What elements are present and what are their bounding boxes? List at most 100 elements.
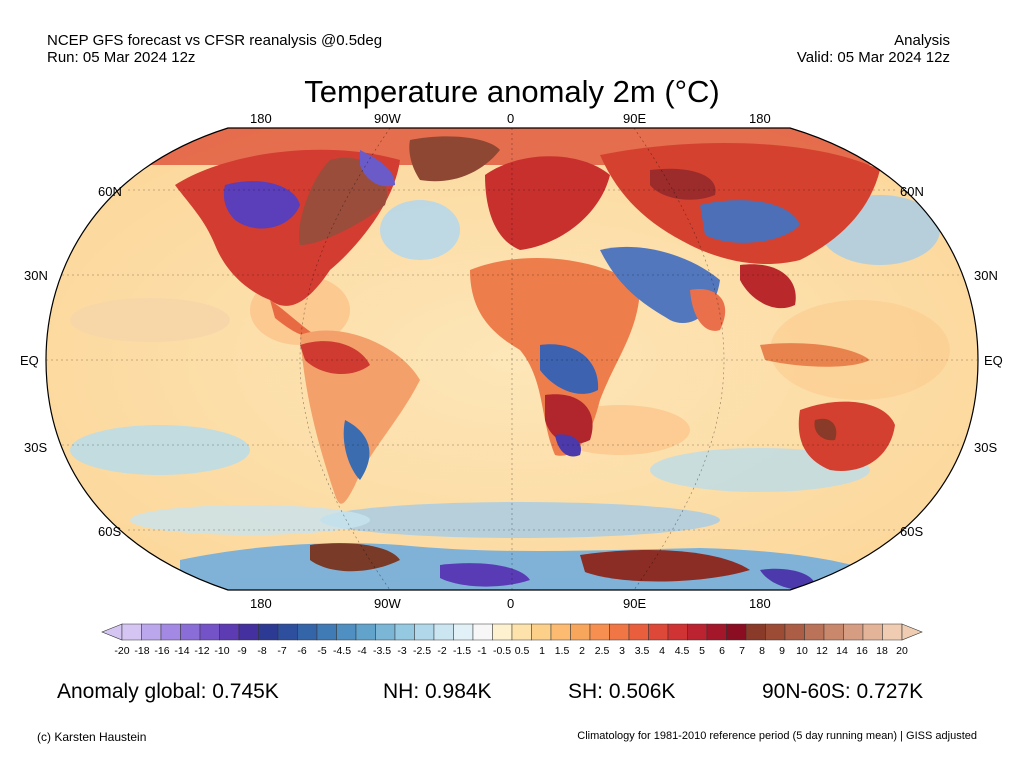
colorbar-swatch — [394, 623, 415, 641]
colorbar-max-arrow — [901, 623, 923, 641]
colorbar-swatch — [550, 623, 571, 641]
lon-label-bottom-180w: 180 — [250, 596, 272, 611]
colorbar-swatch — [453, 623, 474, 641]
lat-label-left-60s: 60S — [98, 524, 122, 539]
colorbar-tick-label: 8 — [759, 645, 765, 657]
canada-cold-anomaly — [223, 181, 300, 229]
lon-label-bottom-0: 0 — [507, 596, 515, 611]
colorbar-tick-label: 14 — [836, 645, 848, 657]
colorbar-tick-label: -4.5 — [333, 645, 351, 657]
colorbar-tick-label: -7 — [277, 645, 286, 657]
colorbar-swatch — [199, 623, 220, 641]
source-line: NCEP GFS forecast vs CFSR reanalysis @0.… — [47, 32, 383, 49]
colorbar-tick-label: 20 — [896, 645, 908, 657]
colorbar-swatch — [511, 623, 532, 641]
colorbar-tick-label: -2.5 — [413, 645, 431, 657]
colorbar-tick-label: 4.5 — [675, 645, 690, 657]
stat-sh: SH: 0.506K — [568, 680, 676, 703]
lat-label-right-30s: 30S — [974, 440, 998, 455]
colorbar-tick-label: 2 — [579, 645, 585, 657]
lon-label-bottom-90w: 90W — [374, 596, 401, 611]
lat-label-right-30n: 30N — [974, 268, 998, 283]
footer-note: Climatology for 1981-2010 reference peri… — [577, 730, 977, 742]
colorbar-swatch — [414, 623, 435, 641]
colorbar-tick-label: 6 — [719, 645, 725, 657]
colorbar-tick-label: 0.5 — [515, 645, 530, 657]
colorbar-swatch — [160, 623, 181, 641]
lon-label-bottom-180e: 180 — [749, 596, 771, 611]
colorbar-swatch — [277, 623, 298, 641]
colorbar-swatch — [784, 623, 805, 641]
lat-label-right-60s: 60S — [900, 524, 924, 539]
stat-global: Anomaly global: 0.745K — [57, 680, 279, 703]
colorbar-tick-label: 7 — [739, 645, 745, 657]
lon-label-top-0: 0 — [507, 111, 515, 126]
lon-label-top-180w: 180 — [250, 111, 272, 126]
colorbar-swatch — [531, 623, 552, 641]
colorbar-tick-label: -2 — [437, 645, 446, 657]
run-line: Run: 05 Mar 2024 12z — [47, 49, 196, 66]
footer-credit: (c) Karsten Haustein — [37, 730, 147, 744]
colorbar-swatch — [492, 623, 513, 641]
colorbar-swatch — [804, 623, 825, 641]
colorbar-tick-label: 1 — [539, 645, 545, 657]
lon-label-top-90w: 90W — [374, 111, 401, 126]
anomaly-map — [45, 127, 979, 591]
colorbar-tick-label: 1.5 — [555, 645, 570, 657]
colorbar-min-arrow — [101, 623, 123, 641]
colorbar-swatch — [433, 623, 454, 641]
colorbar-swatch — [628, 623, 649, 641]
colorbar-tick-label: 5 — [699, 645, 705, 657]
colorbar-swatch — [297, 623, 318, 641]
colorbar-swatch — [570, 623, 591, 641]
colorbar-tick-label: -8 — [257, 645, 266, 657]
lon-label-top-90e: 90E — [623, 111, 647, 126]
lat-label-left-30s: 30S — [24, 440, 48, 455]
colorbar-swatch — [706, 623, 727, 641]
colorbar-tick-label: -1.5 — [453, 645, 471, 657]
valid-line: Valid: 05 Mar 2024 12z — [796, 49, 950, 66]
colorbar-tick-label: -18 — [134, 645, 149, 657]
colorbar-tick-label: -12 — [194, 645, 209, 657]
colorbar-tick-label: -5 — [317, 645, 326, 657]
colorbar-swatch — [589, 623, 610, 641]
colorbar-swatch — [667, 623, 688, 641]
colorbar-tick-label: -20 — [114, 645, 129, 657]
colorbar-tick-label: 3.5 — [635, 645, 650, 657]
map-field — [46, 128, 978, 590]
colorbar-swatch — [258, 623, 279, 641]
stat-arctic: 90N-60S: 0.727K — [762, 680, 924, 703]
colorbar-swatch — [765, 623, 786, 641]
lat-label-left-30n: 30N — [24, 268, 48, 283]
colorbar-tick-label: -3.5 — [373, 645, 391, 657]
colorbar-swatch — [745, 623, 766, 641]
colorbar-swatch — [609, 623, 630, 641]
map-title: Temperature anomaly 2m (°C) — [304, 74, 720, 109]
colorbar-swatch — [726, 623, 747, 641]
colorbar-tick-label: 18 — [876, 645, 888, 657]
colorbar-swatch — [648, 623, 669, 641]
lat-label-right-eq: EQ — [984, 353, 1003, 368]
globe-outline — [45, 127, 979, 591]
colorbar-tick-label: 10 — [796, 645, 808, 657]
colorbar-tick-label: 2.5 — [595, 645, 610, 657]
mode-label: Analysis — [894, 32, 950, 49]
colorbar-tick-label: 9 — [779, 645, 785, 657]
colorbar-swatch — [316, 623, 337, 641]
colorbar-swatch — [472, 623, 493, 641]
graticule — [46, 127, 978, 591]
colorbar-swatch — [843, 623, 864, 641]
lat-label-left-60n: 60N — [98, 184, 122, 199]
colorbar-swatch — [238, 623, 259, 641]
colorbar-tick-label: -0.5 — [493, 645, 511, 657]
colorbar-swatch — [375, 623, 396, 641]
colorbar-tick-label: -14 — [174, 645, 189, 657]
colorbar-swatch — [862, 623, 883, 641]
colorbar-swatch — [687, 623, 708, 641]
lat-label-left-eq: EQ — [20, 353, 39, 368]
colorbar-swatch — [355, 623, 376, 641]
colorbar-tick-label: -1 — [477, 645, 486, 657]
colorbar-swatch — [823, 623, 844, 641]
lat-label-right-60n: 60N — [900, 184, 924, 199]
colorbar-tick-label: -4 — [357, 645, 366, 657]
